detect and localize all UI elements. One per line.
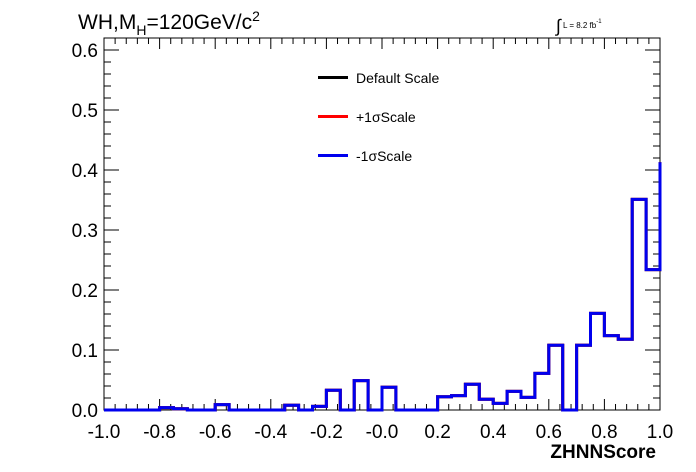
legend-line-swatch	[318, 115, 348, 118]
y-tick-label: 0.5	[72, 101, 98, 122]
axes: -1.0 -0.8 -0.6 -0.4 -0.2 -0.0 0.2 0.4 0.6 0.8 1.0 0…	[72, 37, 673, 443]
legend-line-swatch	[318, 154, 348, 157]
lumi-superscript: -1	[596, 19, 602, 25]
x-tick-label: 0.4	[480, 422, 507, 443]
x-tick-label: 0.8	[591, 422, 617, 443]
y-tick-label: 0.2	[72, 281, 98, 302]
x-tick-label: -0.0	[366, 422, 399, 443]
x-axis-title: ZHNNScore	[550, 442, 656, 463]
y-tick-label: 0.4	[72, 161, 99, 182]
legend-line-swatch	[318, 76, 348, 79]
title-subscript: H	[136, 22, 147, 38]
legend: Default Scale +1σScale -1σScale	[318, 58, 439, 175]
x-tick-label: 0.6	[536, 422, 562, 443]
y-tick-label: 0.6	[72, 41, 98, 62]
x-tick-label: 0.2	[424, 422, 450, 443]
x-tick-label: -1.0	[88, 422, 121, 443]
legend-label: Default Scale	[356, 69, 440, 86]
x-tick-label: -0.8	[143, 422, 176, 443]
chart-title: WH,MH=120GeV/c2	[78, 8, 260, 38]
title-superscript: 2	[252, 8, 260, 24]
integral-symbol-icon: ∫	[556, 16, 561, 36]
x-tick-label: -0.6	[199, 422, 232, 443]
lumi-text: L = 8.2 fb	[562, 21, 597, 30]
legend-entry-minus1sigma: -1σScale	[318, 136, 439, 175]
y-tick-label: 0.0	[72, 401, 98, 422]
series-group	[104, 162, 662, 412]
series-line-2	[104, 162, 662, 412]
x-tick-label: -0.2	[310, 422, 343, 443]
luminosity-label: ∫ L = 8.2 fb-1	[556, 16, 602, 37]
y-tick-label: 0.3	[72, 221, 98, 242]
legend-entry-default: Default Scale	[318, 58, 439, 97]
legend-label: -1σScale	[356, 147, 413, 164]
title-prefix: WH,M	[78, 11, 137, 34]
y-tick-label: 0.1	[72, 341, 98, 362]
legend-label: +1σScale	[356, 108, 416, 125]
x-tick-label: -0.4	[254, 422, 287, 443]
x-tick-label: 1.0	[647, 422, 673, 443]
title-suffix: =120GeV/c	[146, 11, 253, 34]
legend-entry-plus1sigma: +1σScale	[318, 97, 439, 136]
